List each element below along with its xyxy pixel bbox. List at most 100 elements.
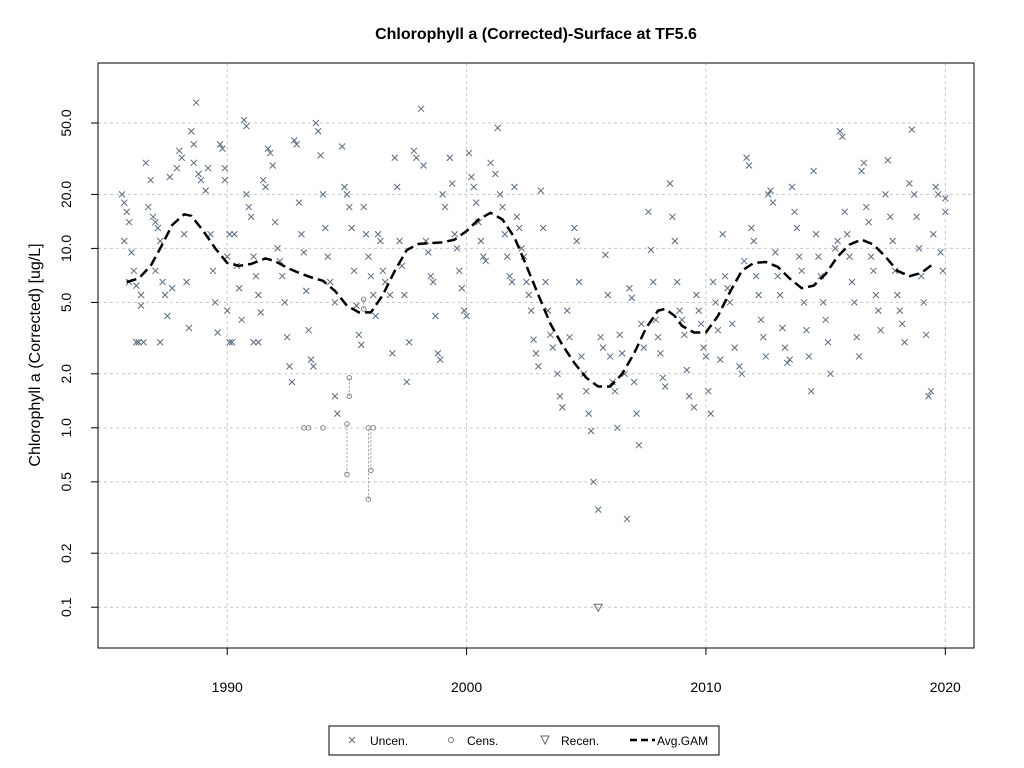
data-point-x xyxy=(896,307,904,314)
data-point-x xyxy=(147,176,155,184)
data-point-x xyxy=(877,326,885,334)
data-point-x xyxy=(649,278,657,286)
legend-item-uncen: Uncen. xyxy=(348,734,408,748)
legend-label-cens: Cens. xyxy=(467,734,498,748)
data-point-x xyxy=(357,341,365,349)
data-point-x xyxy=(757,316,765,324)
data-point-x xyxy=(666,180,674,187)
data-point-x xyxy=(726,299,734,306)
data-point-x xyxy=(195,170,202,178)
data-point-x xyxy=(941,195,949,202)
data-point-x xyxy=(513,213,521,221)
data-point-x xyxy=(137,291,145,299)
data-point-x xyxy=(274,245,281,252)
censored-point xyxy=(368,467,374,474)
data-point-x xyxy=(781,344,789,351)
data-point-x xyxy=(563,307,571,314)
data-point-x xyxy=(805,353,813,360)
data-point-x xyxy=(585,410,593,417)
data-point-x xyxy=(362,230,370,238)
data-point-x xyxy=(752,272,760,280)
data-point-x xyxy=(216,141,224,148)
data-point-x xyxy=(499,203,506,211)
data-point-x xyxy=(391,154,399,162)
data-point-x xyxy=(618,350,626,357)
data-point-x xyxy=(695,307,703,314)
data-point-x xyxy=(187,127,195,135)
data-point-x xyxy=(341,183,348,191)
recensored-point xyxy=(226,338,233,346)
data-point-x xyxy=(858,167,865,175)
data-point-x xyxy=(326,278,334,286)
data-point-x xyxy=(403,378,411,386)
data-point-x xyxy=(255,291,262,299)
data-point-x xyxy=(922,331,930,339)
data-point-x xyxy=(503,253,511,260)
data-point-x xyxy=(278,272,286,280)
data-point-x xyxy=(853,333,861,341)
data-point-x xyxy=(137,302,145,309)
data-point-x xyxy=(659,374,667,382)
data-point-x xyxy=(803,326,810,334)
data-point-x xyxy=(827,370,834,378)
data-point-x xyxy=(712,299,719,306)
censored-point xyxy=(360,296,367,303)
data-point-x xyxy=(446,154,454,162)
data-point-x xyxy=(913,213,920,221)
data-point-x xyxy=(532,350,540,357)
data-point-x xyxy=(645,208,652,216)
data-point-x xyxy=(714,326,722,334)
data-point-x xyxy=(882,191,889,198)
data-point-x xyxy=(774,272,782,280)
data-point-x xyxy=(547,331,554,339)
data-point-x xyxy=(604,291,612,299)
data-point-x xyxy=(453,245,461,252)
data-point-x xyxy=(338,143,346,150)
data-point-x xyxy=(463,312,470,320)
data-point-x xyxy=(537,187,545,194)
data-point-x xyxy=(530,336,537,344)
data-point-x xyxy=(223,307,231,314)
data-point-x xyxy=(872,291,880,299)
data-point-x xyxy=(295,199,303,206)
data-point-x xyxy=(283,333,291,341)
data-point-x xyxy=(324,253,332,260)
data-point-x xyxy=(779,324,786,332)
y-tick-label: 0.2 xyxy=(58,543,74,563)
data-point-x xyxy=(515,224,523,232)
data-point-x xyxy=(831,245,839,252)
data-point-x xyxy=(506,272,514,280)
data-point-x xyxy=(518,245,525,252)
data-point-x xyxy=(243,191,250,198)
data-point-x xyxy=(482,257,490,265)
data-point-x xyxy=(630,378,638,386)
data-point-x xyxy=(389,350,396,357)
data-point-x xyxy=(417,105,425,113)
data-point-x xyxy=(250,253,257,260)
data-point-x xyxy=(824,338,832,346)
data-point-x xyxy=(312,119,320,127)
data-point-x xyxy=(606,353,614,360)
data-point-x xyxy=(848,278,856,286)
data-point-x xyxy=(681,331,688,339)
data-point-x xyxy=(180,230,188,238)
data-point-x xyxy=(523,278,530,286)
data-point-x xyxy=(259,176,267,184)
data-point-x xyxy=(860,159,868,167)
data-point-x xyxy=(207,230,214,238)
data-point-x xyxy=(841,208,849,216)
data-point-x xyxy=(168,284,176,292)
data-point-x xyxy=(535,363,542,370)
data-point-x xyxy=(293,141,301,148)
data-point-x xyxy=(491,170,499,178)
x-tick-label: 2000 xyxy=(451,679,482,695)
data-point-x xyxy=(652,316,660,324)
data-point-x xyxy=(269,162,277,169)
data-point-x xyxy=(130,267,138,275)
data-point-x xyxy=(690,404,698,411)
data-point-x xyxy=(707,410,715,417)
data-point-x xyxy=(434,350,442,357)
circle-marker-icon xyxy=(448,737,454,743)
data-point-x xyxy=(836,127,844,135)
data-point-x xyxy=(886,213,894,221)
